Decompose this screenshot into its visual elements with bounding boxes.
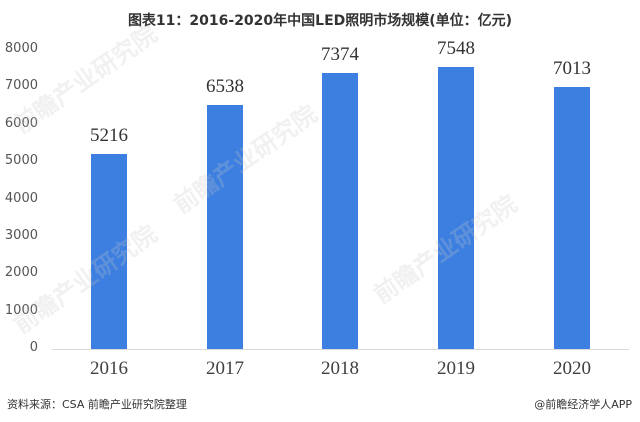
credit-note: @前瞻经济学人APP (534, 398, 632, 411)
data-label: 5216 (90, 125, 128, 147)
x-tick-label: 2017 (206, 358, 244, 379)
y-tick-label: 7000 (4, 78, 38, 94)
source-note: 资料来源：CSA 前瞻产业研究院整理 (7, 398, 187, 411)
y-tick-label: 0 (29, 340, 38, 355)
x-axis-line (52, 349, 629, 350)
x-tick-label: 2018 (321, 358, 359, 379)
y-tick-label: 5000 (4, 153, 38, 169)
x-tick-label: 2020 (553, 358, 591, 379)
y-tick-label: 2000 (4, 265, 38, 281)
watermark: 前瞻产业研究院 (168, 99, 323, 220)
bar-2018 (322, 73, 358, 349)
y-tick-label: 6000 (4, 115, 38, 131)
x-tick-label: 2016 (90, 358, 128, 379)
bar-2016 (91, 154, 127, 349)
data-label: 6538 (206, 75, 244, 97)
data-label: 7374 (321, 44, 359, 66)
data-label: 7013 (553, 57, 591, 79)
y-tick-label: 8000 (4, 41, 38, 56)
chart-title: 图表11：2016-2020年中国LED照明市场规模(单位：亿元) (127, 13, 513, 29)
y-tick-label: 3000 (4, 227, 38, 243)
x-tick-label: 2019 (437, 358, 475, 379)
y-tick-label: 4000 (4, 190, 38, 206)
y-tick-label: 1000 (4, 302, 38, 318)
bar-2020 (554, 86, 590, 349)
bar-2019 (438, 66, 474, 349)
data-label: 7548 (437, 37, 475, 59)
bar-2017 (207, 104, 243, 349)
